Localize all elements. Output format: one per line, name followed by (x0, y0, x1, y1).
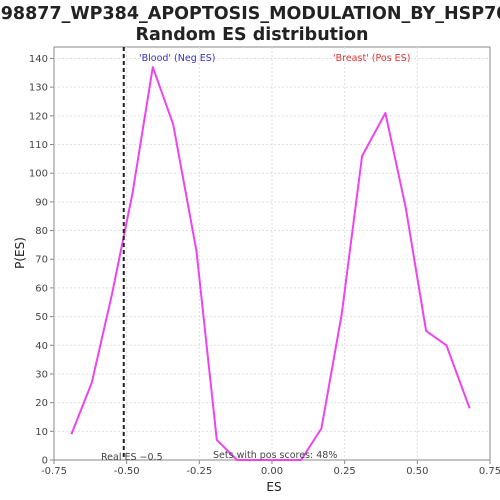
pos-score-summary: Sets with pos scores: 48% (213, 450, 337, 461)
neg-es-annotation: 'Blood' (Neg ES) (139, 53, 216, 64)
x-tick-label: 0.50 (406, 466, 428, 477)
x-tick-label: -0.75 (41, 466, 67, 477)
y-axis-label: P(ES) (13, 237, 27, 269)
y-tick-label: 30 (35, 369, 48, 380)
y-axis: 0 10 20 30 40 50 60 70 80 90 100 110 120 130 140 (29, 54, 54, 467)
x-axis-label: ES (266, 480, 281, 494)
pos-es-annotation: 'Breast' (Pos ES) (333, 53, 410, 64)
y-tick-label: 10 (35, 427, 48, 438)
series-line (70, 66, 471, 461)
x-tick-label: 0.00 (261, 466, 283, 477)
x-axis: -0.75 -0.50 -0.25 0.00 0.25 0.50 0.75 (41, 460, 500, 477)
series-layer (70, 66, 471, 461)
y-tick-label: 100 (29, 169, 48, 180)
x-tick-label: -0.50 (114, 466, 140, 477)
chart-title-line2: Random ES distribution (135, 25, 368, 45)
y-tick-label: 60 (35, 283, 48, 294)
y-tick-label: 0 (42, 456, 48, 467)
y-tick-label: 20 (35, 398, 48, 409)
x-tick-label: 0.25 (334, 466, 356, 477)
y-tick-label: 40 (35, 341, 48, 352)
y-tick-label: 50 (35, 312, 48, 323)
y-tick-label: 80 (35, 226, 48, 237)
y-tick-label: 110 (29, 140, 48, 151)
grid (54, 47, 490, 460)
x-tick-label: 0.75 (479, 466, 500, 477)
x-tick-label: -0.25 (186, 466, 212, 477)
y-tick-label: 70 (35, 255, 48, 266)
y-tick-label: 90 (35, 197, 48, 208)
y-tick-label: 120 (29, 111, 48, 122)
y-tick-label: 130 (29, 83, 48, 94)
real-es-label: Real ES −0.5 (101, 452, 163, 463)
y-tick-label: 140 (29, 54, 48, 65)
chart-title-line1: 198877_WP384_APOPTOSIS_MODULATION_BY_HSP… (0, 4, 500, 24)
